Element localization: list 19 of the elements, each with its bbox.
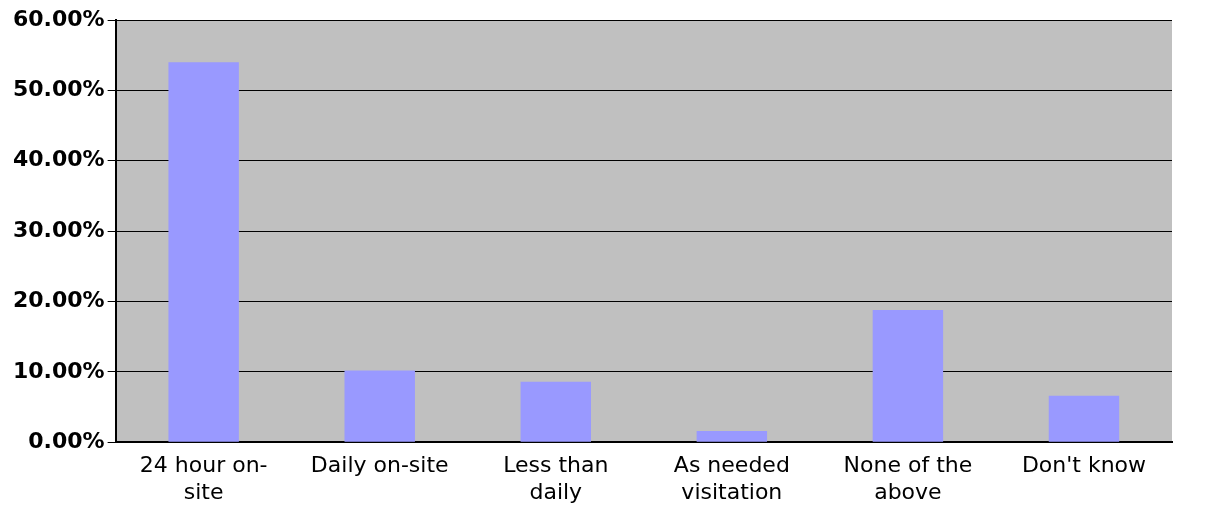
bar — [696, 430, 768, 442]
bar — [1048, 395, 1120, 442]
y-tick-label: 40.00% — [12, 146, 105, 172]
x-tick-label: Don't know — [1021, 452, 1147, 478]
bar — [520, 381, 591, 442]
x-tick-label: 24 hour on-site — [139, 452, 268, 504]
y-tick-label: 0.00% — [28, 427, 105, 453]
y-tick-label: 20.00% — [12, 287, 105, 313]
bar — [872, 309, 944, 442]
x-tick-label: Less than daily — [503, 452, 609, 504]
y-tick-label: 30.00% — [12, 216, 105, 242]
bar — [168, 62, 239, 442]
y-tick-label: 60.00% — [12, 5, 105, 31]
x-tick-label: As needed visitation — [673, 452, 790, 504]
x-tick-label: Daily on-site — [310, 452, 449, 478]
bar — [344, 370, 415, 442]
y-tick-label: 50.00% — [12, 76, 105, 102]
y-tick-label: 10.00% — [12, 357, 105, 383]
x-tick-label: None of the above — [843, 452, 973, 504]
